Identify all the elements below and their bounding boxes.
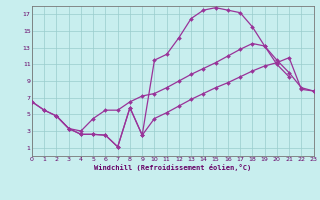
X-axis label: Windchill (Refroidissement éolien,°C): Windchill (Refroidissement éolien,°C) (94, 164, 252, 171)
